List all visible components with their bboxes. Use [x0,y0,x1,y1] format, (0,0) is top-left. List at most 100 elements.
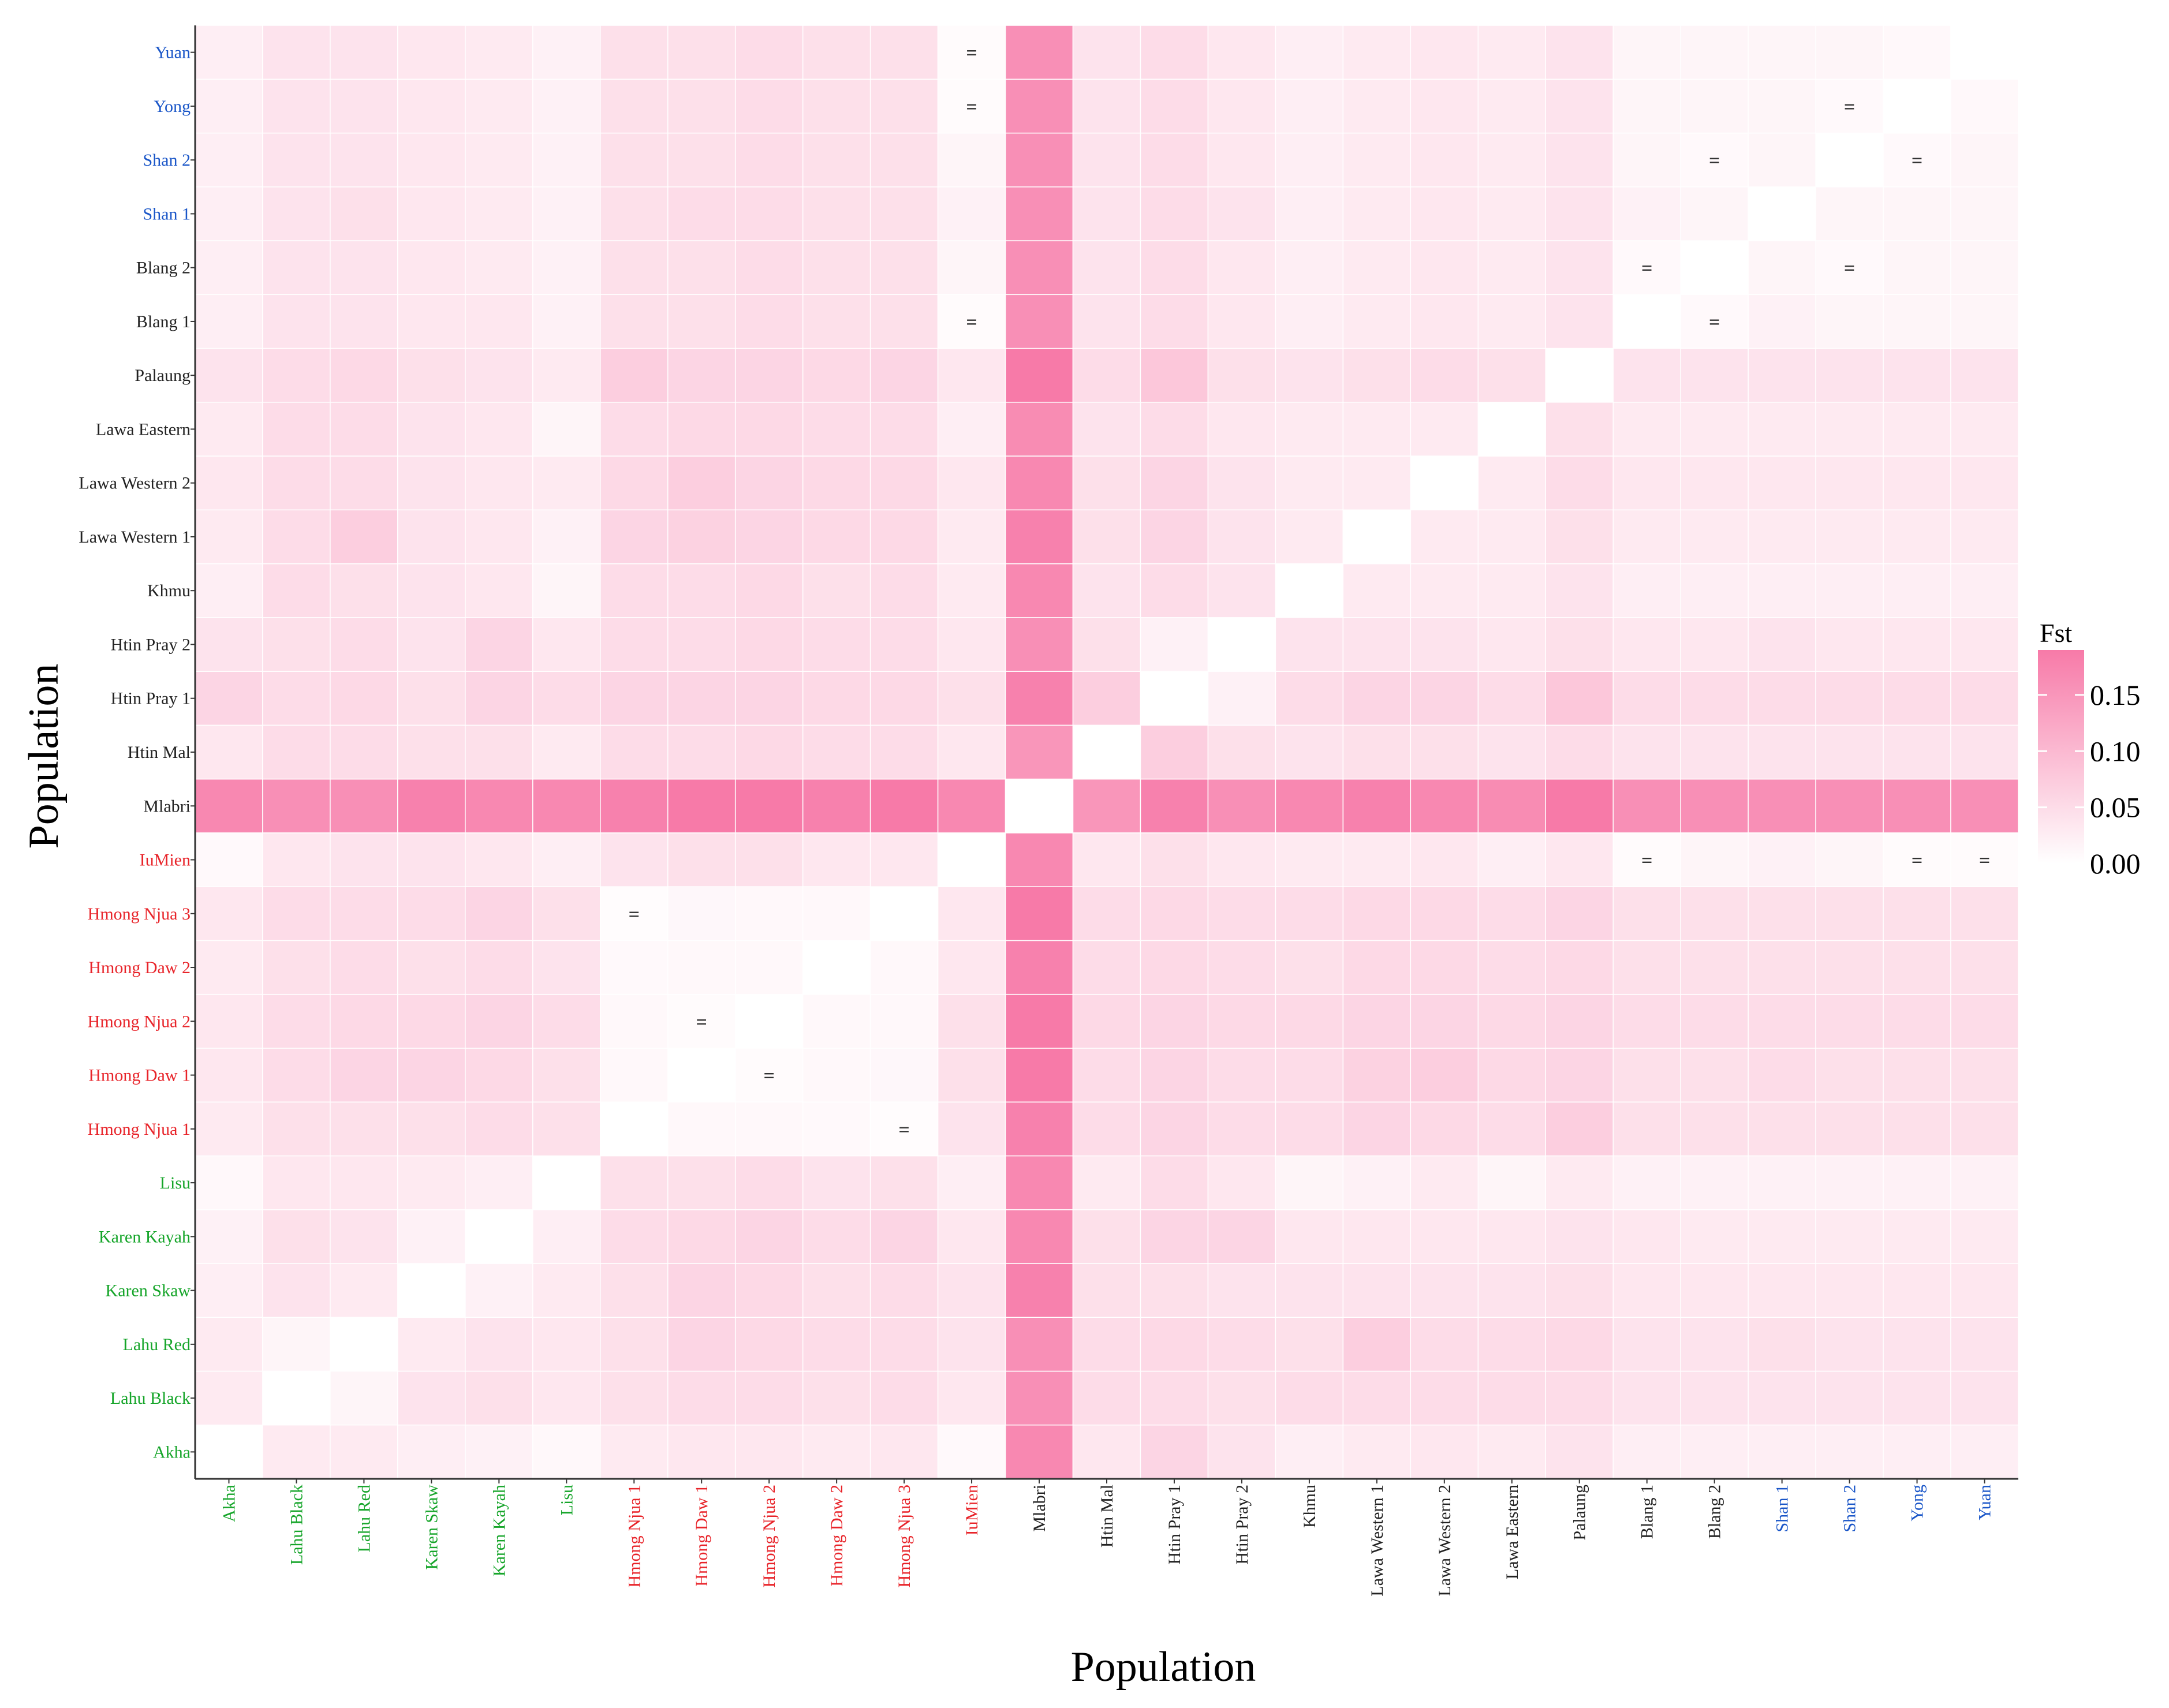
cell-mlabri--yong [1005,79,1074,134]
cell-shan-2--hmong-daw-2 [1815,940,1884,995]
cell-yuan--karen-skaw [1950,1263,2019,1318]
cell-blang-2--hmong-daw-1 [1680,1048,1749,1102]
cell-khmu--blang-2 [1275,240,1344,296]
cell-htin-pray-2--hmong-daw-2 [1207,940,1276,995]
x-tick-label: Hmong Daw 1 [692,1485,711,1587]
cell-lawa-western-1--karen-skaw [1342,1263,1412,1318]
cell-hmong-njua-2--htin-mal [734,724,804,780]
y-tick-label: Mlabri [143,797,191,816]
cell-lisu--karen-kayah [532,1209,601,1264]
cell-lisu--shan-2 [532,132,601,188]
y-tick-label: Karen Skaw [106,1281,191,1300]
cell-hmong-daw-1--karen-kayah [667,1209,736,1264]
cell-lisu--hmong-njua-2 [532,993,601,1049]
cell-khmu--lawa-western-1 [1275,509,1344,565]
cell-shan-1--htin-pray-2 [1748,617,1816,672]
cell-shan-1--hmong-njua-3 [1748,886,1816,941]
cell-lahu-red--blang-1 [330,294,398,349]
cell-yong--lahu-black [1883,1370,1951,1426]
equal-marker: = [1979,850,1990,872]
cell-lawa-western-1--palaung [1342,347,1412,403]
cell-lahu-black--lahu-black [262,1370,331,1426]
cell-lawa-western-1--hmong-njua-3 [1342,886,1412,941]
cell-iumien--khmu [937,563,1006,618]
cell-hmong-njua-2--lahu-red [734,1317,804,1372]
cell-hmong-njua-3--shan-2 [869,132,939,188]
x-tick-label: Htin Pray 1 [1165,1485,1184,1564]
cell-shan-1--palaung [1748,347,1816,403]
cell-blang-1--blang-1 [1612,294,1681,349]
cell-htin-pray-2--blang-2 [1207,240,1276,296]
cell-karen-skaw--hmong-daw-2 [397,940,466,995]
cell-htin-pray-2--htin-pray-1 [1207,671,1276,726]
cell-shan-1--hmong-daw-2 [1748,940,1816,995]
cell-hmong-njua-1--shan-2 [600,132,669,188]
cell-lahu-black--mlabri [262,778,331,834]
cell-lawa-western-2--karen-kayah [1410,1209,1479,1264]
equal-marker: = [966,43,977,64]
cell-shan-1--blang-2 [1748,240,1816,296]
cell-akha--yong [195,79,263,134]
cell-htin-pray-2--karen-skaw [1207,1263,1276,1318]
cell-khmu--karen-kayah [1275,1209,1344,1264]
cell-htin-pray-1--khmu [1140,563,1209,618]
cell-khmu--lahu-black [1275,1370,1344,1426]
cell-blang-1--lahu-black [1612,1370,1681,1426]
cell-hmong-njua-2--shan-2 [734,132,804,188]
cell-mlabri--lahu-red [1005,1317,1074,1372]
cell-yong--hmong-njua-3 [1883,886,1951,941]
cell-palaung--htin-mal [1545,724,1614,780]
cell-akha--hmong-daw-1 [195,1048,263,1102]
cell-lawa-western-2--iumien [1410,832,1479,887]
cell-lahu-red--htin-mal [330,724,398,780]
cell-karen-kayah--khmu [465,563,533,618]
cell-shan-2--lawa-eastern [1815,402,1884,457]
cell-akha--yuan [195,25,263,80]
cell-yuan--yuan [1950,25,2019,80]
cell-hmong-daw-2--hmong-njua-2 [802,993,871,1049]
cell-akha--mlabri [195,778,263,834]
cell-htin-pray-1--lawa-western-2 [1140,455,1209,511]
y-tick-labels: Akha Lahu Black Lahu Red Karen Skaw Karen Ka… [79,43,195,1462]
cell-karen-skaw--htin-pray-1 [397,671,466,726]
cell-hmong-njua-2--lawa-eastern [734,402,804,457]
cell-shan-2--shan-1 [1815,186,1884,241]
cell-yuan--blang-1 [1950,294,2019,349]
cell-htin-mal--lahu-black [1072,1370,1141,1426]
cell-hmong-njua-1--palaung [600,347,669,403]
cell-lawa-western-2--shan-1 [1410,186,1479,241]
cell-htin-pray-1--lisu [1140,1155,1209,1210]
cell-hmong-daw-2--yuan [802,25,871,80]
cell-palaung--lawa-western-1 [1545,509,1614,565]
x-tick-labels: Akha Lahu Black Lahu Red Karen Skaw Karen Ka… [219,1479,1995,1597]
cell-lisu--hmong-njua-1 [532,1101,601,1157]
cell-lawa-western-2--akha [1410,1424,1479,1479]
cell-htin-pray-2--hmong-daw-1 [1207,1048,1276,1102]
y-tick-label: Lisu [160,1173,191,1193]
cell-iumien--lisu [937,1155,1006,1210]
cell-lawa-western-1--hmong-njua-2 [1342,993,1412,1049]
cell-hmong-njua-2--hmong-daw-2 [734,940,804,995]
cell-blang-2--hmong-daw-2 [1680,940,1749,995]
cell-lisu--khmu [532,563,601,618]
cell-palaung--lawa-western-2 [1545,455,1614,511]
cell-hmong-njua-3--mlabri [869,778,939,834]
cell-htin-mal--htin-pray-1 [1072,671,1141,726]
cell-khmu--akha [1275,1424,1344,1479]
cell-akha--lisu [195,1155,263,1210]
cell-lawa-western-1--lawa-western-2 [1342,455,1412,511]
cell-blang-1--akha [1612,1424,1681,1479]
cell-hmong-njua-1--lisu [600,1155,669,1210]
cell-htin-pray-2--lahu-black [1207,1370,1276,1426]
cell-hmong-njua-2--blang-1 [734,294,804,349]
cell-yuan--akha [1950,1424,2019,1479]
cell-hmong-njua-3--karen-skaw [869,1263,939,1318]
cell-khmu--lisu [1275,1155,1344,1210]
cell-blang-1--hmong-njua-3 [1612,886,1681,941]
y-tick-label: Hmong Daw 2 [88,958,191,977]
cell-lawa-western-2--htin-pray-2 [1410,617,1479,672]
cell-lawa-western-2--blang-2 [1410,240,1479,296]
cell-yong--yong [1883,79,1951,134]
cell-yong--palaung [1883,347,1951,403]
cell-karen-kayah--palaung [465,347,533,403]
